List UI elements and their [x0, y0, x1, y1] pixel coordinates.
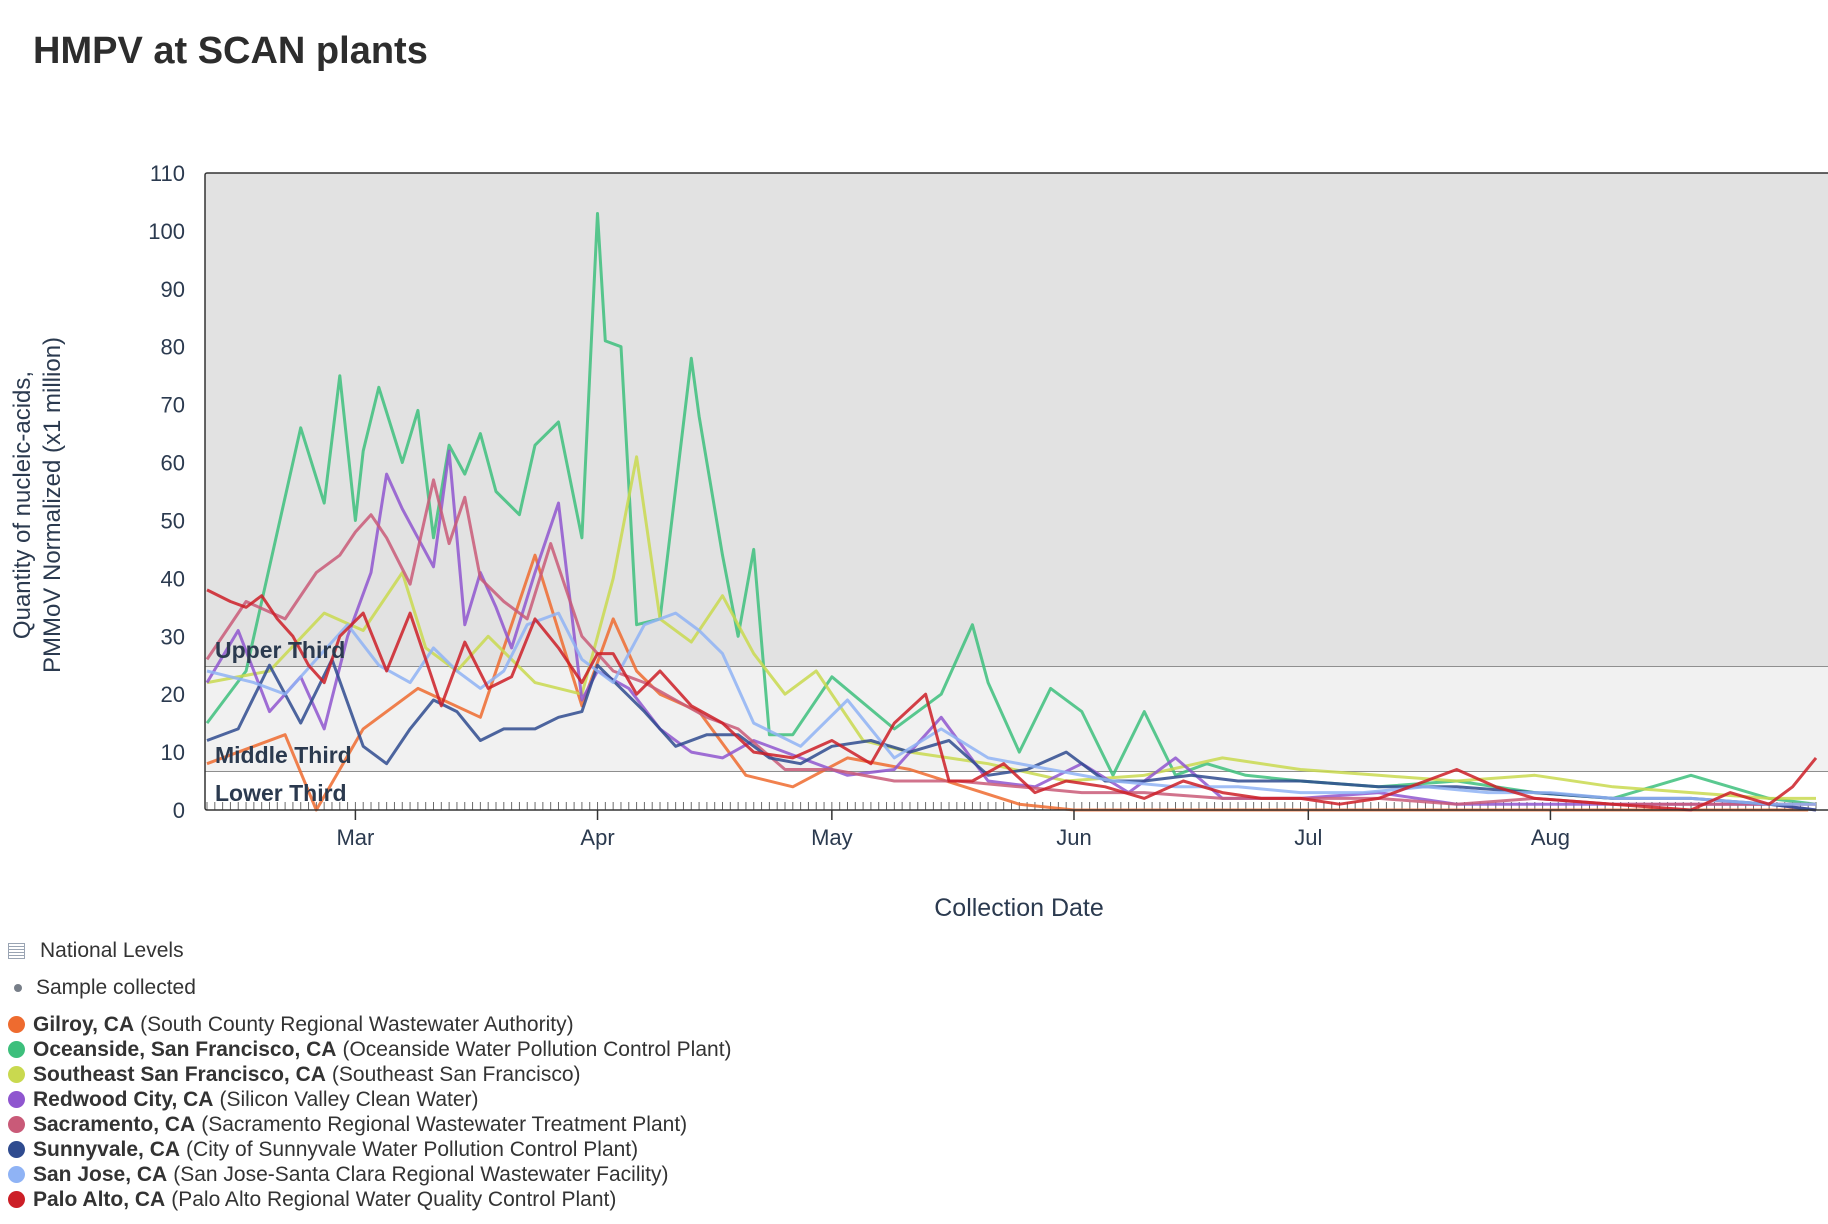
- legend-city: Palo Alto, CA: [33, 1188, 166, 1211]
- legend-dot-icon: [8, 1116, 25, 1133]
- series-line-sunnyvale-ca: [206, 657, 1817, 812]
- y-tick-label: 50: [161, 508, 185, 533]
- x-tick-label: Mar: [336, 825, 374, 850]
- legend-city: Redwood City, CA: [33, 1088, 214, 1111]
- legend-national-levels-label: National Levels: [40, 939, 184, 962]
- legend-entry[interactable]: Oceanside, San Francisco, CA (Oceanside W…: [8, 1037, 732, 1062]
- legend-entry[interactable]: Sacramento, CA (Sacramento Regional Waste…: [8, 1112, 732, 1137]
- y-axis: 0 10 20 30 40 50 60 70 80 90 100 110: [148, 161, 185, 823]
- legend-city: Southeast San Francisco, CA: [33, 1063, 326, 1086]
- legend-dot-icon: [8, 1141, 25, 1158]
- legend-plant: (Sacramento Regional Wastewater Treatmen…: [201, 1113, 688, 1136]
- y-tick-label: 110: [150, 161, 185, 186]
- band-label: Upper Third: [215, 637, 345, 663]
- y-tick-label: 0: [173, 798, 185, 823]
- y-tick-label: 10: [161, 740, 185, 765]
- legend-dot-icon: [8, 1191, 25, 1208]
- y-axis-label-line-1: Quantity of nucleic-acids,: [9, 371, 36, 639]
- legend-city: Oceanside, San Francisco, CA: [33, 1038, 337, 1061]
- y-tick-label: 30: [161, 624, 185, 649]
- legend-sample-collected-label: Sample collected: [36, 976, 196, 999]
- legend-entry[interactable]: Redwood City, CA (Silicon Valley Clean Wa…: [8, 1087, 732, 1112]
- band-label: Lower Third: [215, 780, 347, 806]
- legend-plant: (San Jose-Santa Clara Regional Wastewate…: [173, 1163, 669, 1186]
- legend: National Levels Sample collected Gilroy,…: [8, 938, 732, 1212]
- x-tick-label: Jun: [1056, 825, 1091, 850]
- legend-city: Sunnyvale, CA: [33, 1138, 181, 1161]
- y-tick-label: 80: [161, 335, 185, 360]
- x-axis-label: Collection Date: [934, 894, 1104, 920]
- legend-plant: (City of Sunnyvale Water Pollution Contr…: [186, 1138, 639, 1161]
- y-tick-label: 100: [148, 219, 185, 244]
- national-levels-icon: [8, 942, 25, 959]
- series-line-san-jose-ca: [206, 611, 1816, 806]
- band-upper-third: [205, 173, 1828, 667]
- band-label-layer: Upper Third Middle Third Lower Third: [215, 637, 352, 806]
- legend-plant: (Oceanside Water Pollution Control Plant…: [342, 1038, 732, 1061]
- legend-dot-icon: [8, 1066, 25, 1083]
- series-layer: [205, 212, 1818, 812]
- legend-plant: (Southeast San Francisco): [331, 1063, 581, 1086]
- x-axis: Mar Apr May Jun Jul Aug: [336, 810, 1570, 850]
- legend-dot-icon: [8, 1041, 25, 1058]
- legend-city: Sacramento, CA: [33, 1113, 196, 1136]
- y-tick-label: 20: [161, 682, 185, 707]
- band-layer: [205, 173, 1828, 810]
- legend-dot-icon: [8, 1016, 25, 1033]
- legend-plant: (South County Regional Wastewater Author…: [140, 1013, 574, 1036]
- legend-entry[interactable]: Sunnyvale, CA (City of Sunnyvale Water Po…: [8, 1137, 732, 1162]
- sample-dot-icon: [14, 983, 22, 992]
- y-tick-label: 40: [161, 566, 185, 591]
- x-tick-label: Aug: [1531, 825, 1570, 850]
- legend-plant: (Silicon Valley Clean Water): [219, 1088, 479, 1111]
- y-tick-label: 70: [161, 393, 185, 418]
- y-tick-label: 60: [161, 451, 185, 476]
- plot-frame: [204, 172, 1828, 811]
- legend-entry[interactable]: Palo Alto, CA (Palo Alto Regional Water Q…: [8, 1187, 732, 1212]
- x-tick-label: Apr: [580, 825, 614, 850]
- legend-plant: (Palo Alto Regional Water Quality Contro…: [171, 1188, 617, 1211]
- legend-national-levels[interactable]: National Levels: [8, 938, 732, 963]
- series-line-palo-alto-ca: [206, 588, 1818, 812]
- band-label: Middle Third: [215, 742, 352, 768]
- legend-entry[interactable]: San Jose, CA (San Jose-Santa Clara Region…: [8, 1162, 732, 1187]
- legend-sample-collected[interactable]: Sample collected: [8, 975, 732, 1000]
- y-tick-label: 90: [161, 277, 185, 302]
- legend-city: San Jose, CA: [33, 1163, 168, 1186]
- legend-dot-icon: [8, 1166, 25, 1183]
- legend-entries: Gilroy, CA (South County Regional Wastewa…: [8, 1012, 732, 1212]
- legend-dot-icon: [8, 1091, 25, 1108]
- legend-entry[interactable]: Southeast San Francisco, CA (Southeast Sa…: [8, 1062, 732, 1087]
- chart-title: HMPV at SCAN plants: [33, 30, 428, 72]
- series-line-oceanside-san-francisco-ca: [205, 212, 1817, 806]
- x-tick-label: Jul: [1294, 825, 1322, 850]
- chart-svg: Upper Third Middle Third Lower Third 0 10 20…: [9, 161, 1828, 920]
- legend-entry[interactable]: Gilroy, CA (South County Regional Wastewa…: [8, 1012, 732, 1037]
- y-axis-label-line-2: PMMoV Normalized (x1 million): [39, 337, 66, 673]
- x-tick-label: May: [811, 825, 853, 850]
- legend-city: Gilroy, CA: [33, 1013, 135, 1036]
- series-line-sacramento-ca: [205, 478, 1816, 806]
